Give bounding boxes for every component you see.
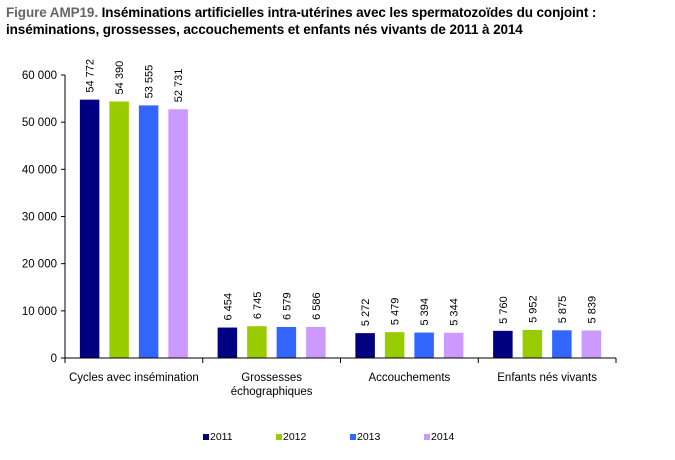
bar-2014-3 (581, 330, 602, 358)
figure-number: Figure AMP19. (6, 5, 98, 20)
y-tick-label: 10 000 (22, 306, 57, 318)
data-label: 5 479 (390, 298, 402, 326)
x-category-label: Grossesses (241, 372, 302, 384)
data-label: 54 772 (85, 59, 97, 93)
bar-2012-3 (522, 329, 543, 358)
data-label: 6 745 (252, 292, 264, 320)
labels-layer: 54 772 6 454 5 272 5 760 54 390 6 745 5 479 5 9… (85, 59, 599, 326)
legend-label: 2011 (210, 431, 233, 443)
data-label: 6 586 (311, 292, 323, 320)
bar-2014-2 (443, 332, 464, 358)
bar-2011-1 (217, 327, 238, 358)
legend-label: 2014 (431, 431, 455, 443)
bars-layer (79, 99, 602, 359)
y-tick-label: 40 000 (22, 164, 57, 176)
legend-swatch (424, 434, 430, 440)
data-label: 5 760 (498, 296, 510, 324)
legend-item-2014: 2014 (424, 431, 455, 443)
bar-2014-0 (168, 109, 188, 358)
data-label: 5 272 (360, 299, 372, 327)
legend-item-2013: 2013 (350, 431, 381, 443)
legend-label: 2013 (357, 431, 381, 443)
bar-2014-1 (306, 326, 326, 358)
bar-2012-2 (384, 332, 405, 358)
data-label: 6 454 (222, 293, 234, 321)
bar-2013-1 (276, 326, 297, 358)
data-label: 5 394 (419, 298, 431, 326)
y-tick-label: 50 000 (22, 117, 57, 129)
legend-swatch (350, 434, 356, 440)
y-tick-label: 0 (51, 353, 57, 365)
legend-swatch (203, 434, 209, 440)
x-category-label: Cycles avec insémination (69, 372, 199, 384)
x-category-label: échographiques (231, 386, 313, 398)
data-label: 5 839 (586, 296, 598, 324)
y-tick-label: 60 000 (22, 70, 57, 82)
bar-2011-0 (79, 99, 100, 359)
legend-label: 2012 (283, 431, 307, 443)
y-tick-label: 30 000 (22, 212, 57, 224)
bar-2011-2 (355, 333, 375, 358)
bar-2012-0 (109, 101, 129, 358)
y-tick-label: 20 000 (22, 259, 57, 271)
legend: 2011 2012 2013 2014 (203, 431, 455, 443)
bar-2013-2 (414, 332, 434, 358)
legend-item-2012: 2012 (276, 431, 307, 443)
data-label: 53 555 (144, 65, 156, 99)
legend-item-2011: 2011 (203, 431, 233, 443)
data-label: 52 731 (173, 69, 185, 103)
bar-2013-3 (552, 330, 572, 358)
data-label: 5 952 (527, 295, 539, 323)
bar-2011-3 (493, 330, 513, 358)
title-line-2: inséminations, grossesses, accouchements… (6, 22, 523, 37)
x-category-label: Accouchements (368, 372, 450, 384)
axes-layer: 0 10 000 20 000 30 000 40 000 50 000 60 000 Cyc… (22, 70, 617, 398)
title-line-1: Inséminations artificielles intra-utérin… (101, 5, 597, 20)
data-label: 5 344 (449, 298, 461, 326)
chart-title: Figure AMP19. Inséminations artificielle… (6, 4, 596, 38)
bar-2013-0 (138, 105, 159, 358)
data-label: 5 875 (557, 296, 569, 324)
x-category-label: Enfants nés vivants (497, 372, 597, 384)
bar-2012-1 (247, 326, 267, 358)
legend-swatch (276, 434, 282, 440)
data-label: 54 390 (114, 61, 126, 95)
data-label: 6 579 (281, 292, 293, 320)
